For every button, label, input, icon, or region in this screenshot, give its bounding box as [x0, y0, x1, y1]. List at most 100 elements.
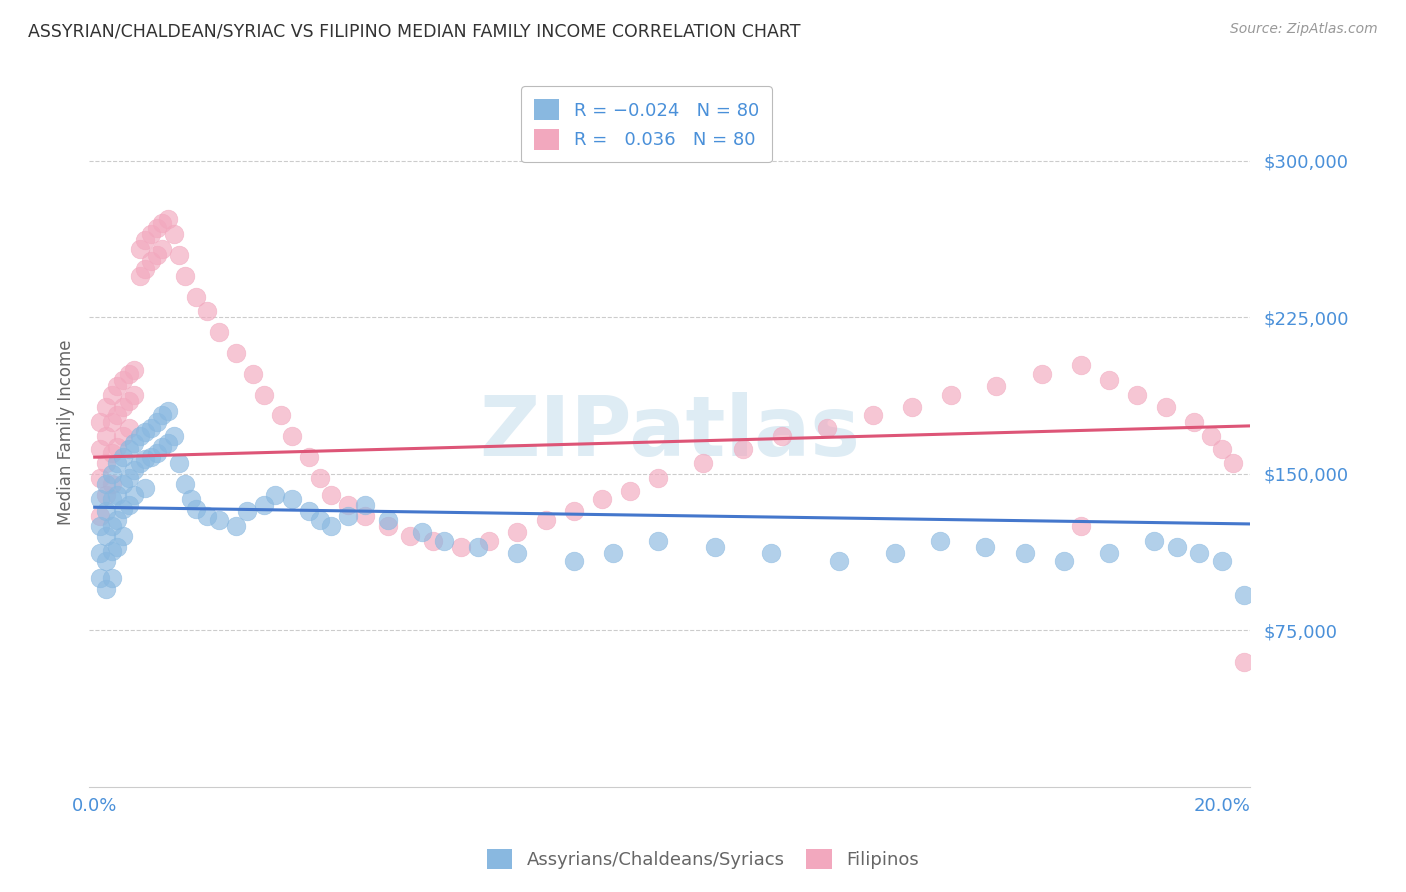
Point: [1098, 546, 1121, 560]
Point: [134, 482, 156, 496]
Point: [450, 540, 472, 554]
Point: [89, 546, 111, 560]
Point: [128, 457, 150, 471]
Point: [128, 268, 150, 283]
Point: [100, 571, 122, 585]
Point: [111, 400, 134, 414]
Point: [186, 289, 208, 303]
Point: [150, 440, 173, 454]
Point: [309, 471, 332, 485]
Point: [89, 519, 111, 533]
Point: [100, 415, 122, 429]
Point: [89, 415, 111, 429]
Point: [94, 582, 117, 596]
Point: [128, 429, 150, 443]
Point: [105, 457, 128, 471]
Point: [974, 540, 997, 554]
Point: [1053, 554, 1076, 568]
Point: [422, 533, 444, 548]
Point: [197, 508, 219, 523]
Point: [692, 457, 714, 471]
Point: [111, 429, 134, 443]
Point: [134, 452, 156, 467]
Point: [703, 540, 725, 554]
Point: [1199, 429, 1222, 443]
Point: [225, 519, 247, 533]
Point: [94, 457, 117, 471]
Point: [150, 409, 173, 423]
Point: [94, 429, 117, 443]
Point: [321, 519, 343, 533]
Point: [111, 373, 134, 387]
Point: [94, 504, 117, 518]
Point: [901, 400, 924, 414]
Point: [122, 387, 145, 401]
Point: [122, 463, 145, 477]
Point: [1211, 554, 1233, 568]
Point: [100, 519, 122, 533]
Point: [111, 477, 134, 491]
Point: [89, 442, 111, 456]
Point: [117, 367, 139, 381]
Point: [134, 233, 156, 247]
Point: [1014, 546, 1036, 560]
Point: [1070, 359, 1092, 373]
Point: [162, 227, 184, 241]
Point: [399, 529, 422, 543]
Point: [1098, 373, 1121, 387]
Point: [111, 529, 134, 543]
Point: [100, 544, 122, 558]
Point: [377, 513, 399, 527]
Text: Source: ZipAtlas.com: Source: ZipAtlas.com: [1230, 22, 1378, 37]
Point: [281, 429, 304, 443]
Point: [208, 513, 231, 527]
Point: [173, 477, 195, 491]
Point: [122, 488, 145, 502]
Point: [377, 519, 399, 533]
Point: [94, 529, 117, 543]
Point: [862, 409, 884, 423]
Point: [225, 346, 247, 360]
Point: [89, 471, 111, 485]
Point: [100, 387, 122, 401]
Point: [100, 467, 122, 481]
Point: [122, 362, 145, 376]
Point: [122, 435, 145, 450]
Point: [167, 248, 190, 262]
Point: [139, 227, 162, 241]
Point: [105, 379, 128, 393]
Point: [145, 446, 167, 460]
Point: [1166, 540, 1188, 554]
Point: [89, 508, 111, 523]
Point: [100, 477, 122, 491]
Point: [1233, 588, 1256, 602]
Point: [167, 457, 190, 471]
Point: [478, 533, 501, 548]
Point: [105, 440, 128, 454]
Point: [105, 540, 128, 554]
Point: [929, 533, 952, 548]
Point: [815, 421, 838, 435]
Point: [145, 415, 167, 429]
Point: [986, 379, 1008, 393]
Point: [506, 546, 529, 560]
Point: [281, 491, 304, 506]
Point: [156, 435, 179, 450]
Point: [321, 488, 343, 502]
Point: [117, 471, 139, 485]
Point: [105, 409, 128, 423]
Point: [128, 242, 150, 256]
Point: [1211, 442, 1233, 456]
Point: [411, 525, 433, 540]
Point: [105, 488, 128, 502]
Point: [941, 387, 963, 401]
Point: [884, 546, 907, 560]
Point: [156, 404, 179, 418]
Point: [562, 554, 585, 568]
Point: [602, 546, 624, 560]
Point: [759, 546, 782, 560]
Point: [150, 217, 173, 231]
Point: [242, 367, 264, 381]
Point: [433, 533, 456, 548]
Point: [173, 268, 195, 283]
